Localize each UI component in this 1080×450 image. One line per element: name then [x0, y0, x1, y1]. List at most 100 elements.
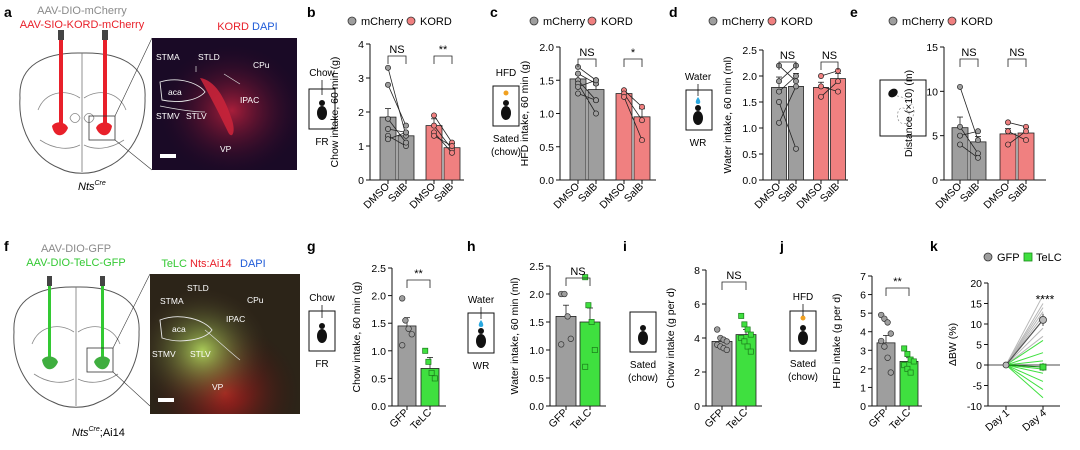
legend-label-kord: KORD	[420, 16, 452, 28]
data-point	[385, 115, 391, 122]
data-point	[818, 93, 824, 100]
significance-label: NS	[1009, 47, 1024, 59]
data-point	[793, 145, 799, 152]
data-point	[621, 93, 627, 100]
individual-line	[1005, 364, 1044, 399]
micro-title-kord: KORD	[217, 21, 249, 33]
icon-label: Water	[468, 295, 495, 306]
y-tick-label: 1.5	[742, 97, 757, 109]
y-tick-label: 5	[860, 308, 866, 320]
data-point	[723, 338, 730, 345]
mean-point	[1002, 361, 1010, 369]
region-label: STMA	[160, 296, 184, 306]
y-tick-label: 0	[932, 175, 938, 187]
y-tick-label: 8	[694, 265, 700, 277]
data-point	[385, 81, 391, 88]
legend-label-mcherry: mCherry	[722, 16, 765, 28]
data-point	[1005, 119, 1011, 126]
legend-b: mCherry KORD	[347, 16, 452, 28]
x-tick-label: SalB	[386, 181, 410, 205]
chart-h: 0.0 0.5 1.0 1.5 2.0 2.5 Water intake, 60 min (…	[509, 261, 606, 432]
y-tick-label: 5	[976, 340, 982, 352]
legend-label-mcherry: mCherry	[902, 16, 945, 28]
icon-label: HFD	[793, 292, 814, 303]
region-label: aca	[168, 87, 182, 97]
mouse-icon-j: HFD Sated (chow)	[788, 292, 818, 383]
y-tick-label: 4	[860, 327, 866, 339]
y-axis-label: ΔBW (%)	[947, 323, 959, 366]
significance-bracket	[1007, 58, 1027, 67]
data-point	[428, 369, 435, 376]
y-tick-label: 1.0	[371, 346, 386, 358]
data-point	[575, 90, 581, 97]
individual-line	[1005, 295, 1044, 366]
individual-line	[1005, 364, 1044, 391]
data-point	[741, 338, 748, 345]
x-tick-label: SalB	[958, 181, 982, 205]
y-tick-label: 7	[860, 271, 866, 283]
x-tick-label: GFP	[546, 407, 570, 431]
y-axis-label: Distance (×10) (m)	[903, 70, 915, 157]
significance-label: *	[631, 47, 636, 59]
paired-line	[387, 67, 407, 136]
data-point	[957, 123, 963, 130]
data-point	[835, 88, 841, 95]
data-point	[639, 103, 645, 110]
data-point	[901, 362, 908, 369]
icon-label: HFD	[496, 68, 517, 79]
y-axis-label: Chow intake, 60 min (g)	[329, 57, 341, 168]
x-tick-label: SalB	[818, 181, 842, 205]
region-label: STLD	[198, 52, 220, 62]
paired-line	[623, 89, 643, 108]
legend-label-mcherry: mCherry	[361, 16, 404, 28]
region-label: CPu	[247, 295, 264, 305]
data-point	[744, 343, 751, 350]
individual-line	[1005, 360, 1044, 366]
y-tick-label: -10	[967, 401, 982, 413]
brain-section-a	[19, 30, 153, 174]
data-point	[776, 88, 782, 95]
region-label: STMV	[152, 349, 176, 359]
icon-label: Sated	[630, 360, 656, 371]
data-point	[957, 141, 963, 148]
significance-label: **	[439, 44, 448, 56]
data-point	[593, 110, 599, 117]
paired-line	[623, 96, 643, 141]
data-point	[887, 330, 894, 337]
data-point	[714, 326, 721, 333]
significance-label: NS	[822, 50, 837, 62]
significance-bracket	[433, 55, 453, 64]
virus-label-2-a: AAV-SIO-KORD-mCherry	[20, 19, 145, 31]
x-tick-label: TeLC	[568, 406, 594, 432]
data-point	[575, 70, 581, 77]
virus-label-2-f: AAV-DIO-TeLC-GFP	[26, 257, 125, 269]
y-tick-label: 0	[358, 175, 364, 187]
legend-label-kord: KORD	[781, 16, 813, 28]
chart-k: -10 -5 0 5 10 15 20 ΔBW (%) **** Day 1 Day 4	[947, 278, 1060, 434]
panel-f: f AAV-DIO-GFP AAV-DIO-TeLC-GFP NtsCre;Ai…	[4, 238, 300, 439]
panel-a: a AAV-DIO-mCherry AAV-SIO-KORD-mCherry N…	[4, 4, 297, 193]
legend-e: mCherry KORD	[888, 16, 993, 28]
data-point	[591, 347, 598, 353]
data-point	[738, 335, 745, 341]
data-point	[431, 375, 438, 382]
paired-line	[778, 65, 797, 82]
y-tick-label: 4	[694, 333, 700, 345]
mouse-icon-i: Sated (chow)	[628, 311, 658, 384]
micro-title-dapi: DAPI	[252, 21, 278, 33]
legend-label-mcherry: mCherry	[543, 16, 586, 28]
mean-point	[1039, 363, 1047, 371]
legend-label-kord: KORD	[601, 16, 633, 28]
y-tick-label: 1.0	[529, 345, 544, 357]
data-point	[449, 149, 455, 156]
significance-label: NS	[726, 270, 741, 282]
y-tick-label: 2.5	[742, 45, 757, 57]
paired-line	[387, 118, 407, 143]
data-point	[904, 351, 911, 357]
data-point	[408, 331, 415, 338]
data-point	[901, 345, 908, 352]
panel-letter-j: j	[779, 238, 784, 254]
paired-line	[577, 66, 597, 81]
